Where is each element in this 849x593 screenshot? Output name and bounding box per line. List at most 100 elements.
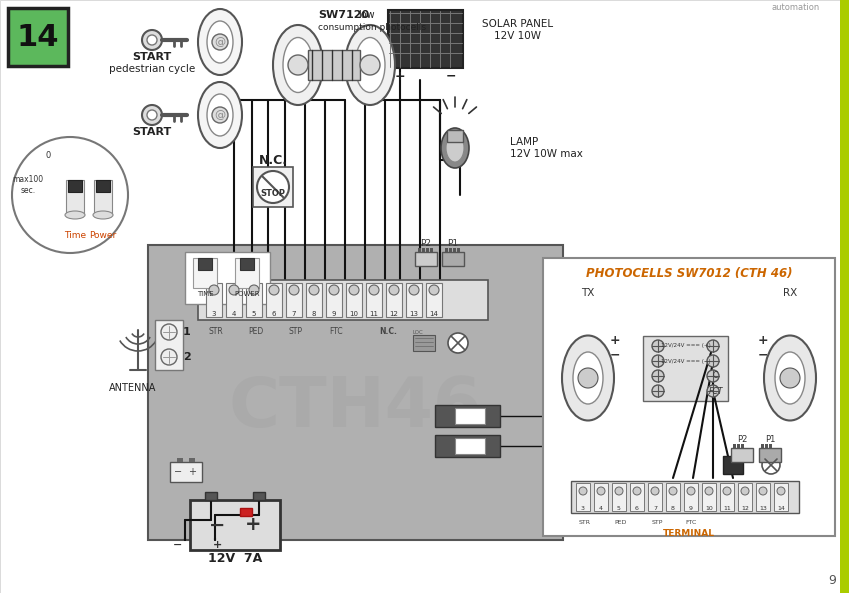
Circle shape xyxy=(705,487,713,495)
Ellipse shape xyxy=(441,128,469,168)
Ellipse shape xyxy=(764,336,816,420)
Ellipse shape xyxy=(65,211,85,219)
Text: START: START xyxy=(132,52,171,62)
Circle shape xyxy=(741,487,749,495)
Bar xyxy=(774,483,788,511)
Text: TERMINAL: TERMINAL xyxy=(663,528,715,537)
Ellipse shape xyxy=(283,37,313,93)
Circle shape xyxy=(687,487,695,495)
Text: 14: 14 xyxy=(777,506,785,512)
Text: RX: RX xyxy=(783,288,797,298)
Bar xyxy=(612,483,626,511)
Circle shape xyxy=(142,105,162,125)
Text: N.C.: N.C. xyxy=(258,154,288,167)
Text: P1: P1 xyxy=(447,240,458,248)
Bar xyxy=(170,462,202,482)
Text: FTC: FTC xyxy=(685,521,697,525)
Text: 13: 13 xyxy=(409,311,419,317)
Bar xyxy=(648,483,662,511)
Text: 12: 12 xyxy=(741,506,749,512)
Bar xyxy=(177,458,183,462)
Text: max100
sec.: max100 sec. xyxy=(13,176,43,195)
Bar xyxy=(733,444,736,448)
Text: ANTENNA: ANTENNA xyxy=(110,383,157,393)
Text: 3: 3 xyxy=(581,506,585,512)
Bar xyxy=(96,180,110,192)
Bar xyxy=(455,438,485,454)
Text: +: + xyxy=(213,540,222,550)
Circle shape xyxy=(289,285,299,295)
Bar xyxy=(453,248,456,252)
Text: STP: STP xyxy=(289,327,303,336)
Bar xyxy=(198,280,488,320)
Text: 12: 12 xyxy=(390,311,398,317)
Text: 12V/24V === (+): 12V/24V === (+) xyxy=(661,343,711,349)
Circle shape xyxy=(448,333,468,353)
Text: LAMP
12V 10W max: LAMP 12V 10W max xyxy=(510,137,583,159)
Text: −: − xyxy=(173,540,183,550)
Bar xyxy=(426,248,429,252)
Text: 6: 6 xyxy=(635,506,639,512)
Bar xyxy=(840,0,849,593)
Circle shape xyxy=(652,370,664,382)
Text: 9: 9 xyxy=(332,311,336,317)
Text: 7: 7 xyxy=(653,506,657,512)
Circle shape xyxy=(288,55,308,75)
Text: @: @ xyxy=(215,110,226,120)
Text: 4: 4 xyxy=(232,311,236,317)
Circle shape xyxy=(652,340,664,352)
Bar xyxy=(415,252,437,266)
Circle shape xyxy=(707,340,719,352)
Text: 4: 4 xyxy=(599,506,603,512)
Bar xyxy=(148,245,563,540)
Text: consumption photocells: consumption photocells xyxy=(318,23,426,31)
Text: 5: 5 xyxy=(617,506,621,512)
Bar xyxy=(198,258,212,270)
Bar xyxy=(594,483,608,511)
Bar xyxy=(731,448,753,462)
Text: FTC: FTC xyxy=(329,327,343,336)
Bar xyxy=(643,336,728,401)
Bar xyxy=(445,248,448,252)
Ellipse shape xyxy=(207,21,233,63)
Text: 11: 11 xyxy=(723,506,731,512)
Bar xyxy=(155,320,183,370)
Circle shape xyxy=(429,285,439,295)
Bar xyxy=(240,258,254,270)
Text: +: + xyxy=(188,467,196,477)
Circle shape xyxy=(249,285,259,295)
Text: PED: PED xyxy=(615,521,627,525)
Bar xyxy=(571,481,799,513)
Circle shape xyxy=(669,487,677,495)
Bar xyxy=(761,444,764,448)
Text: −: − xyxy=(610,349,621,362)
Text: 2: 2 xyxy=(183,352,191,362)
Text: 12V/24V === (−): 12V/24V === (−) xyxy=(661,359,711,364)
Circle shape xyxy=(409,285,419,295)
Bar xyxy=(388,10,463,68)
Bar xyxy=(426,283,442,317)
Bar xyxy=(366,283,382,317)
Bar xyxy=(406,283,422,317)
Text: 5: 5 xyxy=(252,311,256,317)
Bar xyxy=(435,405,500,427)
Text: SOLAR PANEL
12V 10W: SOLAR PANEL 12V 10W xyxy=(482,19,554,41)
Circle shape xyxy=(309,285,319,295)
Text: STP: STP xyxy=(651,521,663,525)
Text: 14: 14 xyxy=(430,311,438,317)
Circle shape xyxy=(369,285,379,295)
Text: 13: 13 xyxy=(759,506,767,512)
Bar xyxy=(68,180,82,192)
Circle shape xyxy=(161,349,177,365)
Circle shape xyxy=(579,487,587,495)
Circle shape xyxy=(229,285,239,295)
Text: +: + xyxy=(757,333,768,346)
Circle shape xyxy=(707,385,719,397)
Text: 0: 0 xyxy=(45,151,51,160)
Text: −: − xyxy=(209,515,225,534)
Bar xyxy=(741,444,744,448)
Circle shape xyxy=(578,368,598,388)
Text: 11: 11 xyxy=(369,311,379,317)
Ellipse shape xyxy=(198,82,242,148)
Bar xyxy=(457,248,460,252)
